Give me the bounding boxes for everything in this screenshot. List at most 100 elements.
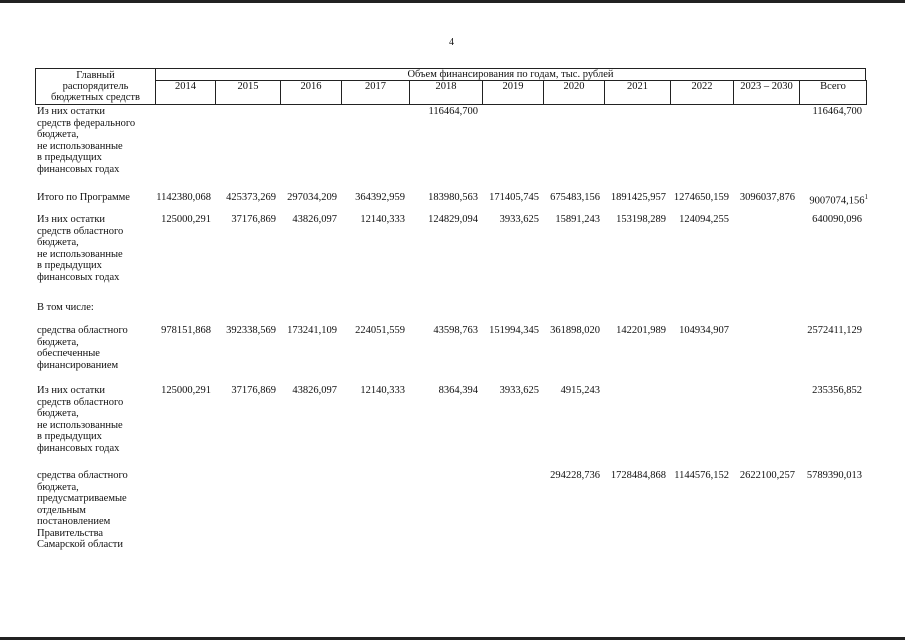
- row-label: Итого по Программе: [37, 192, 130, 203]
- header-year-2022: 2022: [670, 80, 734, 105]
- value-text: 235356,852: [812, 385, 862, 396]
- cell-value: 1891425,957: [604, 192, 666, 204]
- footnote-marker: 1: [864, 193, 869, 201]
- cell-value: 425373,269: [215, 192, 276, 204]
- page-number: 4: [449, 37, 454, 48]
- header-year-2017: 2017: [341, 80, 410, 105]
- value-text: 124094,255: [679, 214, 729, 225]
- cell-value: 9007074,1561: [799, 192, 868, 207]
- header-year-2021: 2021: [604, 80, 671, 105]
- header-year-20232030: 2023 – 2030: [733, 80, 800, 105]
- value-text: 675483,156: [550, 192, 600, 203]
- value-text: 1142380,068: [156, 192, 211, 203]
- cell-value: 2622100,257: [733, 470, 795, 482]
- value-text: 151994,345: [489, 325, 539, 336]
- cell-value: 124829,094: [409, 214, 478, 226]
- cell-value: 364392,959: [341, 192, 405, 204]
- cell-value: 104934,907: [670, 325, 729, 337]
- header-first-column: Главный распорядитель бюджетных средств: [35, 68, 156, 105]
- cell-value: 43598,763: [409, 325, 478, 337]
- value-text: 8364,394: [438, 385, 478, 396]
- cell-value: 124094,255: [670, 214, 729, 226]
- cell-value: 12140,333: [341, 385, 405, 397]
- value-text: 37176,869: [231, 385, 276, 396]
- cell-value: 37176,869: [215, 214, 276, 226]
- cell-value: 3096037,876: [733, 192, 795, 204]
- row-label: Из них остатки средств областного бюджет…: [37, 385, 124, 454]
- cell-value: 235356,852: [799, 385, 862, 397]
- cell-value: 3933,625: [482, 214, 539, 226]
- value-text: 1891425,957: [610, 192, 666, 203]
- value-text: 425373,269: [226, 192, 276, 203]
- cell-value: 153198,289: [604, 214, 666, 226]
- cell-value: 142201,989: [604, 325, 666, 337]
- cell-value: 151994,345: [482, 325, 539, 337]
- cell-value: 125000,291: [155, 214, 211, 226]
- cell-value: 3933,625: [482, 385, 539, 397]
- value-text: 124829,094: [428, 214, 478, 225]
- value-text: 3933,625: [499, 385, 539, 396]
- header-year-2019: 2019: [482, 80, 544, 105]
- value-text: 361898,020: [550, 325, 600, 336]
- value-text: 116464,700: [428, 106, 479, 117]
- value-text: 104934,907: [679, 325, 729, 336]
- cell-value: 1728484,868: [604, 470, 666, 482]
- cell-value: 4915,243: [543, 385, 600, 397]
- value-text: 640090,096: [812, 214, 862, 225]
- cell-value: 173241,109: [280, 325, 337, 337]
- value-text: 297034,209: [287, 192, 337, 203]
- value-text: 224051,559: [355, 325, 405, 336]
- cell-value: 640090,096: [799, 214, 862, 226]
- cell-value: 125000,291: [155, 385, 211, 397]
- cell-value: 2572411,129: [799, 325, 862, 337]
- value-text: 978151,868: [161, 325, 211, 336]
- value-text: 173241,109: [287, 325, 337, 336]
- cell-value: 392338,569: [215, 325, 276, 337]
- value-text: 171405,745: [489, 192, 539, 203]
- cell-value: 5789390,013: [799, 470, 862, 482]
- cell-value: 1274650,159: [670, 192, 729, 204]
- value-text: 153198,289: [616, 214, 666, 225]
- value-text: 9007074,156: [809, 195, 865, 207]
- header-year-2015: 2015: [215, 80, 281, 105]
- value-text: 116464,700: [812, 106, 863, 117]
- cell-value: 297034,209: [280, 192, 337, 204]
- header-year-2014: 2014: [155, 80, 216, 105]
- value-text: 125000,291: [161, 214, 211, 225]
- value-text: 294228,736: [550, 470, 600, 481]
- row-label: Из них остатки средств федерального бюдж…: [37, 106, 136, 175]
- value-text: 1728484,868: [610, 470, 666, 481]
- value-text: 43826,097: [292, 214, 337, 225]
- value-text: 1144576,152: [674, 470, 729, 481]
- value-text: 43598,763: [433, 325, 478, 336]
- cell-value: 15891,243: [543, 214, 600, 226]
- value-text: 142201,989: [616, 325, 666, 336]
- row-label: средства областного бюджета, обеспеченны…: [37, 325, 128, 371]
- value-text: 2572411,129: [807, 325, 862, 336]
- scan-edge-top: [0, 0, 905, 3]
- value-text: 37176,869: [231, 214, 276, 225]
- cell-value: 37176,869: [215, 385, 276, 397]
- cell-value: 43826,097: [280, 385, 337, 397]
- row-label: Из них остатки средств областного бюджет…: [37, 214, 124, 283]
- value-text: 12140,333: [360, 214, 405, 225]
- value-text: 43826,097: [292, 385, 337, 396]
- value-text: 183980,563: [428, 192, 478, 203]
- cell-value: 361898,020: [543, 325, 600, 337]
- value-text: 364392,959: [355, 192, 405, 203]
- header-year-2018: 2018: [409, 80, 483, 105]
- value-text: 4915,243: [560, 385, 600, 396]
- cell-value: 1142380,068: [155, 192, 211, 204]
- row-label: В том числе:: [37, 302, 94, 313]
- value-text: 125000,291: [161, 385, 211, 396]
- cell-value: 116464,700: [409, 106, 479, 118]
- value-text: 392338,569: [226, 325, 276, 336]
- cell-value: 8364,394: [409, 385, 478, 397]
- header-year-total: Всего: [799, 80, 867, 105]
- cell-value: 43826,097: [280, 214, 337, 226]
- value-text: 5789390,013: [806, 470, 862, 481]
- value-text: 3096037,876: [739, 192, 795, 203]
- cell-value: 978151,868: [155, 325, 211, 337]
- cell-value: 224051,559: [341, 325, 405, 337]
- header-year-2016: 2016: [280, 80, 342, 105]
